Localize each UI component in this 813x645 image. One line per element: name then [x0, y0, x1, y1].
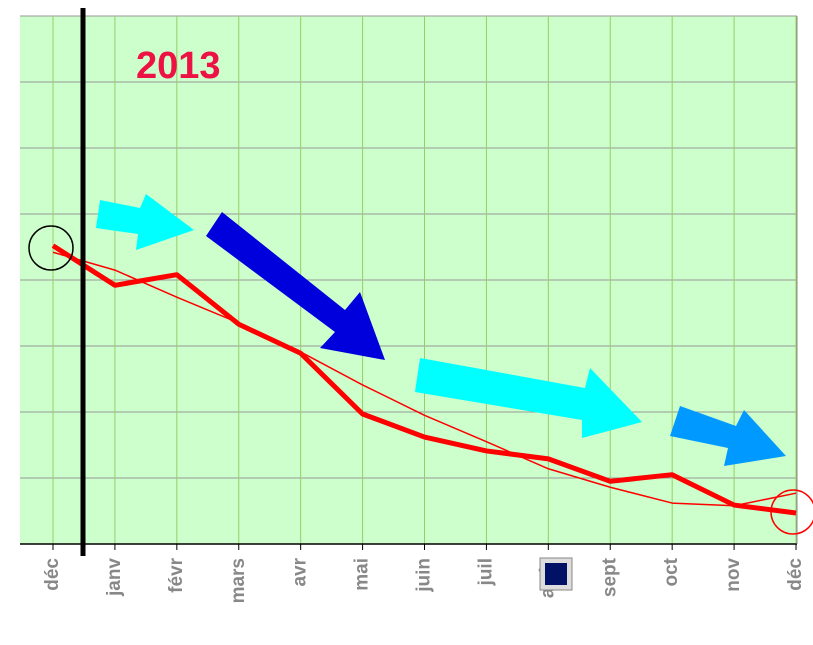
x-tick-label: juil: [475, 558, 496, 586]
arrow: [96, 194, 194, 250]
x-tick-label: mars: [228, 558, 249, 603]
arrow: [415, 358, 642, 438]
x-tick-label: févr: [166, 557, 187, 592]
arrow: [670, 406, 786, 466]
x-tick-label: juin: [414, 558, 435, 593]
icon: [545, 563, 567, 585]
x-tick-label: sept: [599, 557, 620, 597]
annotation: 2013: [136, 45, 221, 87]
x-tick-label: nov: [723, 558, 744, 592]
x-tick-label: janv: [104, 558, 125, 597]
x-tick-label: mai: [352, 558, 373, 591]
data-line: [52, 251, 797, 507]
arrow: [206, 212, 385, 360]
x-tick-label: oct: [661, 557, 682, 586]
x-tick-label: déc: [785, 558, 806, 591]
x-tick-label: déc: [42, 558, 63, 591]
data-line: [51, 243, 797, 516]
x-tick-label: avr: [290, 557, 311, 586]
circle-marker: [28, 225, 74, 271]
circle-marker: [770, 489, 813, 535]
